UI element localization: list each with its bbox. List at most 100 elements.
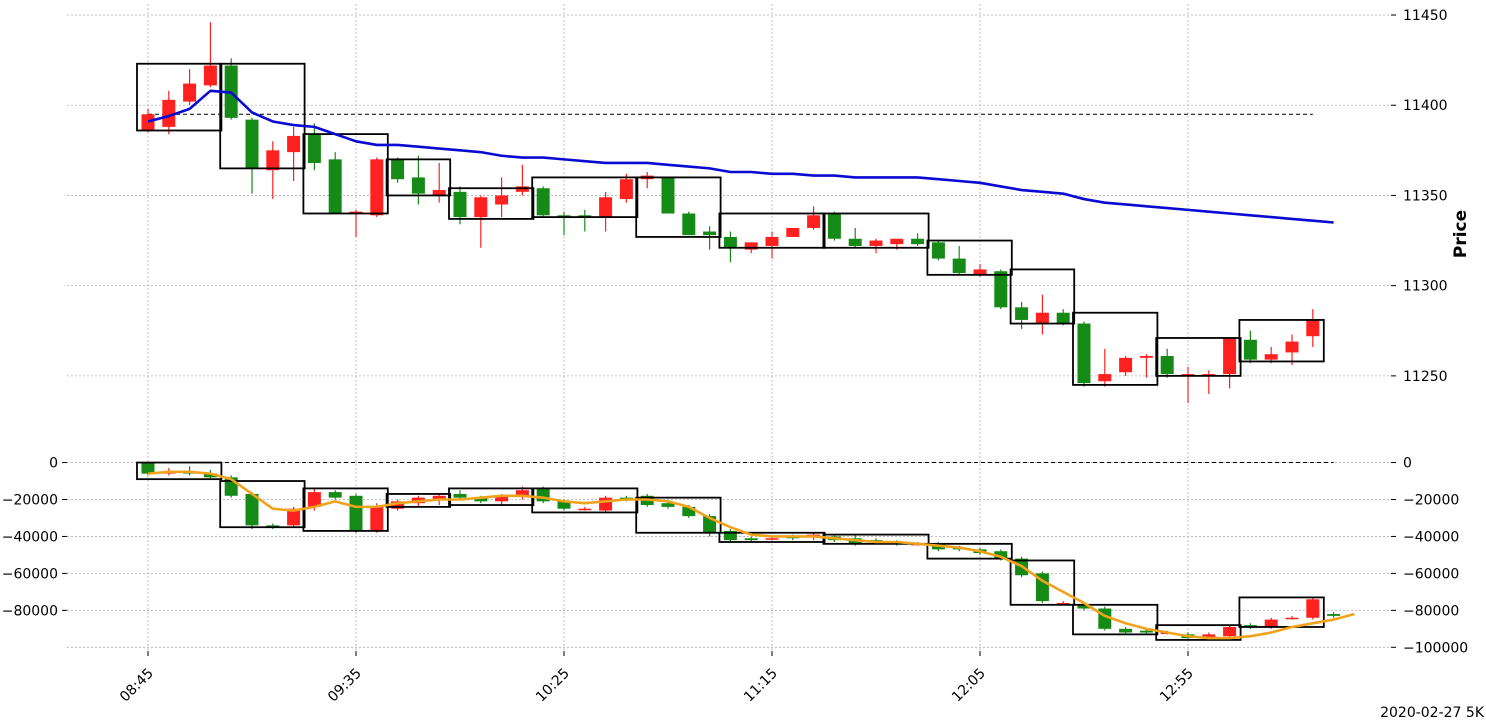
volume-candle-body	[1035, 573, 1049, 602]
volume-left-tick-label: −20000	[2, 492, 58, 508]
price-candle-body	[1035, 312, 1049, 324]
volume-left-tick-label: −80000	[2, 603, 58, 619]
price-moving-average-line	[147, 89, 1334, 224]
price-candle-body	[245, 119, 259, 169]
volume-candle-body	[578, 508, 592, 511]
price-candle-body	[370, 159, 384, 216]
volume-candle-body	[266, 525, 280, 528]
price-candle-body	[266, 150, 280, 171]
price-candle-body	[869, 240, 883, 246]
price-candle-body	[536, 188, 550, 216]
price-candle-body	[744, 242, 758, 250]
price-range-box	[302, 133, 389, 215]
volume-candle-body	[1327, 614, 1341, 616]
price-candle-body	[203, 65, 217, 86]
price-candle-body	[807, 215, 821, 228]
price-candle-body	[827, 213, 841, 239]
price-candle-body	[183, 83, 197, 102]
price-candle-body	[578, 215, 592, 218]
price-candle-body	[453, 191, 467, 218]
price-candle-body	[495, 195, 509, 205]
volume-candle-body	[1264, 619, 1278, 627]
price-candle-body	[307, 134, 321, 163]
volume-candle-body	[723, 530, 737, 541]
price-candle-body	[952, 258, 966, 274]
price-candle-body	[1098, 374, 1112, 382]
price-candle-body	[723, 236, 737, 248]
volume-y-tick-label: −40000	[1403, 529, 1459, 545]
volume-candle-body	[307, 492, 321, 507]
volume-range-box	[1238, 596, 1325, 628]
volume-y-tick-label: −60000	[1403, 566, 1459, 582]
price-panel	[136, 22, 1334, 403]
price-range-box	[136, 62, 223, 132]
volume-candle-body	[1243, 625, 1257, 627]
volume-candle-body	[453, 493, 467, 498]
volume-candle-body	[765, 538, 779, 540]
price-candle-body	[848, 238, 862, 246]
price-y-tick-label: 11250	[1403, 369, 1448, 385]
price-candle-body	[1264, 354, 1278, 360]
volume-range-box	[635, 496, 722, 534]
price-candle-body	[474, 197, 488, 218]
volume-range-box	[219, 480, 306, 529]
price-candle-body	[1243, 339, 1257, 360]
cumulative-volume-panel	[136, 461, 1355, 641]
volume-candle-body	[495, 495, 509, 502]
price-candle-body	[786, 227, 800, 237]
volume-range-box	[822, 533, 930, 545]
price-range-box	[635, 176, 722, 238]
price-candle-body	[765, 236, 779, 246]
volume-candle-body	[599, 497, 613, 511]
volume-candle-body	[661, 503, 675, 507]
volume-moving-average-line	[147, 470, 1355, 640]
volume-range-box	[926, 542, 1013, 560]
price-candle-body	[515, 186, 529, 192]
x-tick-label: 12:05	[949, 666, 989, 706]
price-y-tick-label: 11350	[1403, 188, 1448, 204]
volume-candle-body	[515, 490, 529, 496]
price-candle-body	[1285, 341, 1299, 353]
volume-candle-body	[1285, 617, 1299, 620]
price-candle-body	[1160, 356, 1174, 375]
volume-candle-body	[432, 495, 446, 500]
price-candle-body	[619, 179, 633, 200]
price-range-box	[1009, 268, 1076, 325]
price-candle-body	[1223, 337, 1237, 375]
volume-candle-body	[287, 508, 301, 526]
gridlines	[67, 4, 1391, 650]
price-y-tick-label: 11300	[1403, 279, 1448, 295]
volume-range-box	[1155, 624, 1242, 641]
price-candle-body	[1119, 357, 1133, 373]
volume-candle-body	[328, 492, 342, 498]
price-candle-body	[557, 215, 571, 218]
price-candle-body	[890, 238, 904, 245]
volume-candle-body	[1056, 602, 1070, 605]
price-range-box	[1072, 311, 1159, 386]
price-candle-body	[1306, 319, 1320, 337]
volume-candle-body	[349, 495, 363, 531]
volume-candle-body	[245, 493, 259, 526]
volume-y-tick-label: −80000	[1403, 603, 1459, 619]
volume-candle-body	[557, 501, 571, 509]
footer-date-label: 2020-02-27 5K	[1380, 705, 1485, 721]
volume-candle-body	[1202, 634, 1216, 639]
price-y-tick-label: 11400	[1403, 98, 1448, 114]
price-axis-label: Price	[1451, 210, 1471, 258]
price-range-box	[822, 212, 930, 249]
x-tick-label: 08:45	[117, 666, 157, 706]
volume-candle-body	[994, 551, 1008, 559]
price-candle-body	[349, 211, 363, 214]
price-candle-body	[1139, 356, 1153, 358]
price-candle-body	[1015, 307, 1029, 320]
volume-candle-body	[1139, 630, 1153, 633]
volume-candle-body	[1077, 604, 1091, 609]
price-y-tick-label: 11450	[1403, 8, 1448, 24]
price-range-box	[385, 158, 452, 197]
x-tick-label: 10:25	[533, 666, 573, 706]
x-tick-label: 09:35	[325, 666, 365, 706]
price-range-box	[219, 62, 306, 170]
volume-candle-body	[744, 538, 758, 541]
price-range-box	[718, 212, 826, 249]
